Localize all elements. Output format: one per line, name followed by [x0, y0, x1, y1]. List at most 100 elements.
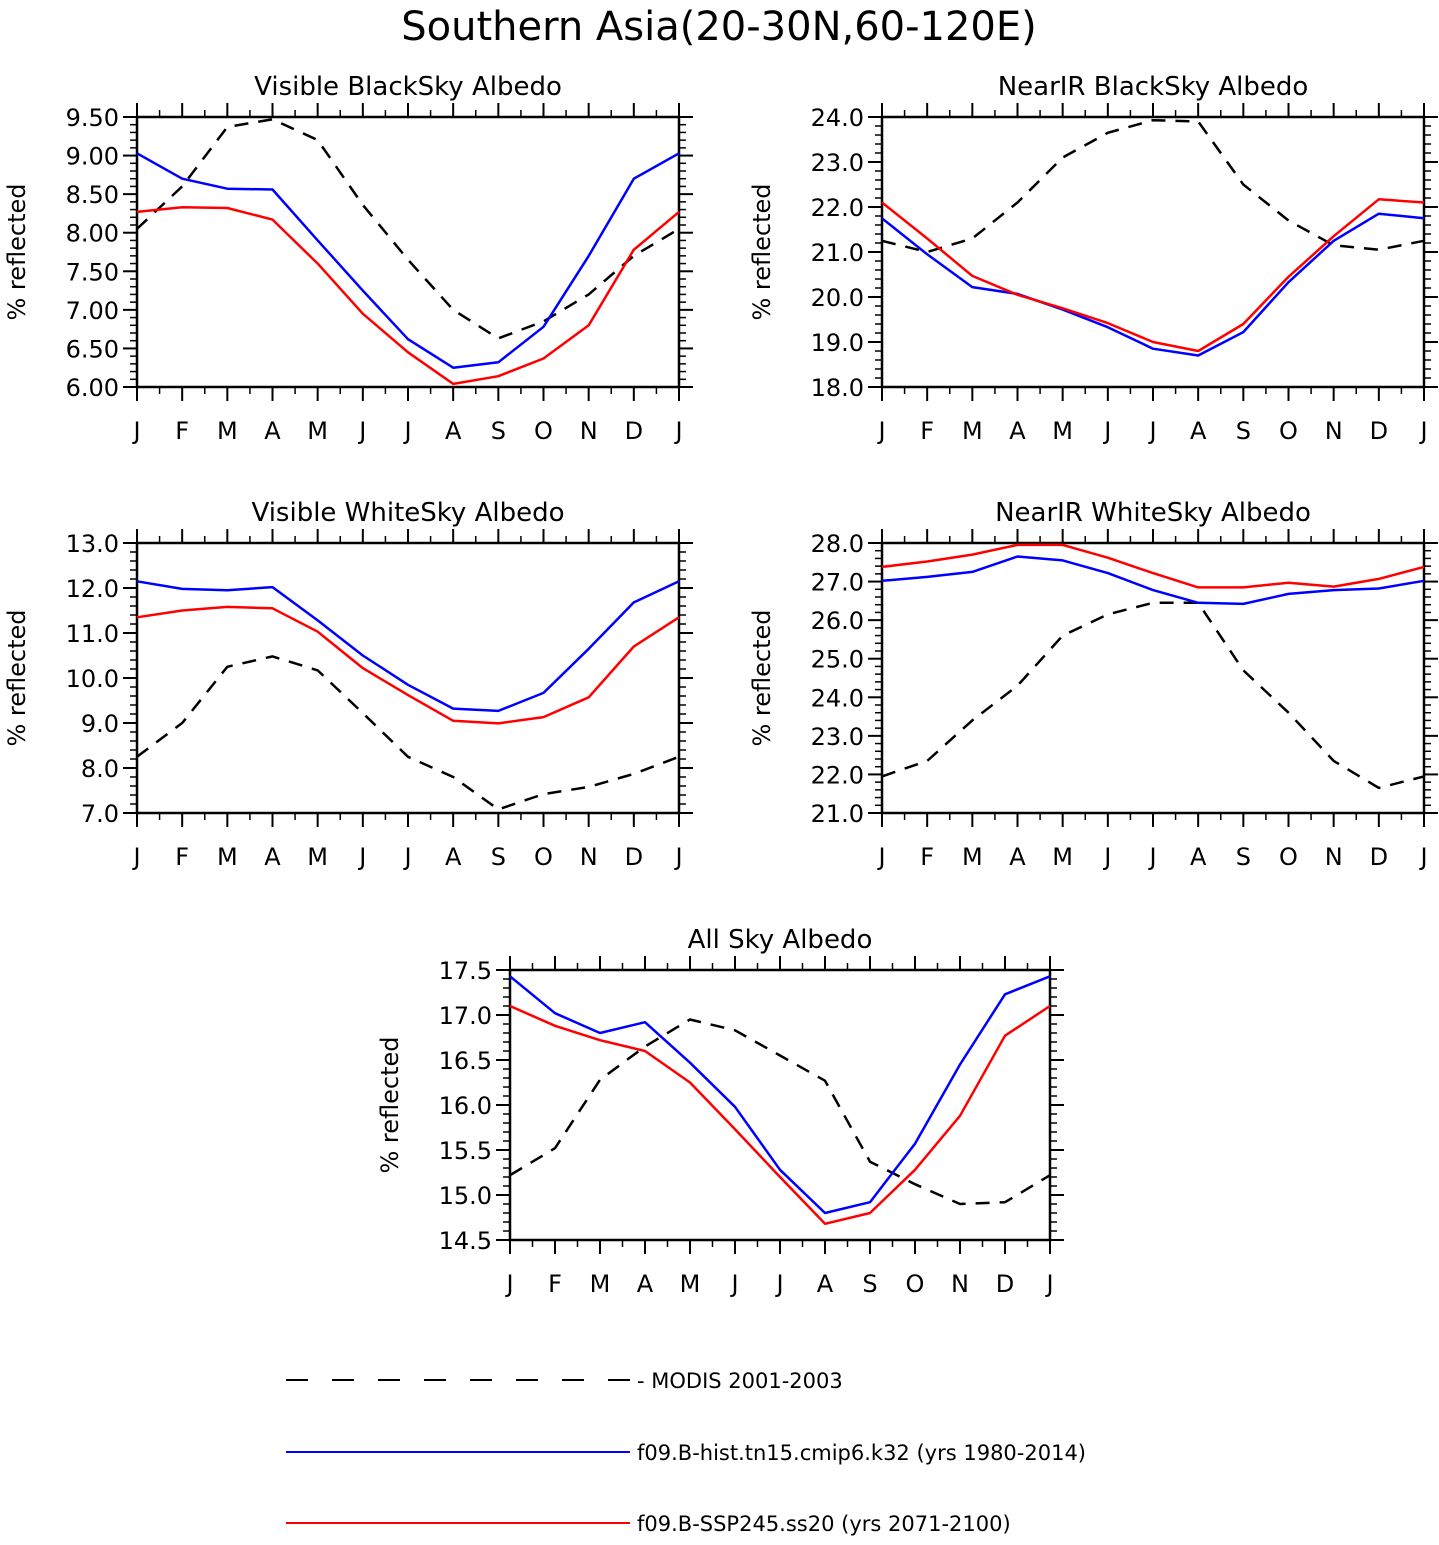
x-tick-label: J [673, 417, 682, 445]
x-tick-label: S [862, 1270, 877, 1298]
x-tick-label: J [504, 1270, 513, 1298]
plot-frame [880, 115, 1426, 389]
y-tick-label: 22.0 [811, 194, 864, 222]
x-tick-label: J [673, 843, 682, 871]
x-tick-label: M [680, 1270, 701, 1298]
x-tick-label: J [1102, 843, 1111, 871]
y-tick-label: 11.0 [66, 620, 119, 648]
y-tick-label: 21.0 [811, 800, 864, 828]
x-tick-label: S [1236, 843, 1251, 871]
x-tick-label: A [264, 843, 281, 871]
x-tick-label: N [580, 417, 598, 445]
x-tick-label: J [357, 417, 366, 445]
x-tick-label: J [729, 1270, 738, 1298]
y-tick-label: 10.0 [66, 665, 119, 693]
y-axis-label: % reflected [748, 609, 776, 746]
series-line-2 [136, 152, 680, 369]
legend-label: f09.B-hist.tn15.cmip6.k32 (yrs 1980-2014… [637, 1441, 1086, 1465]
series-line-1 [136, 118, 680, 340]
y-tick-label: 21.0 [811, 239, 864, 267]
y-tick-label: 15.5 [439, 1137, 492, 1165]
legend-item-1: - MODIS 2001-2003 [286, 1369, 843, 1393]
x-tick-label: F [920, 417, 934, 445]
legend-label: f09.B-SSP245.ss20 (yrs 2071-2100) [637, 1512, 1011, 1536]
y-tick-label: 18.0 [811, 374, 864, 402]
y-tick-label: 14.5 [439, 1227, 492, 1255]
y-tick-label: 9.0 [81, 710, 119, 738]
y-tick-label: 17.0 [439, 1002, 492, 1030]
series-line-3 [136, 206, 680, 386]
series-line-1 [881, 118, 1425, 254]
x-tick-label: M [962, 843, 983, 871]
y-tick-label: 7.00 [66, 297, 119, 325]
x-tick-label: M [307, 843, 328, 871]
x-tick-label: A [445, 843, 462, 871]
x-tick-label: J [1147, 843, 1156, 871]
y-tick-label: 23.0 [811, 149, 864, 177]
x-tick-label: N [580, 843, 598, 871]
x-tick-label: J [1418, 417, 1427, 445]
y-tick-label: 28.0 [811, 530, 864, 558]
x-tick-label: S [491, 843, 506, 871]
x-tick-label: A [1009, 417, 1026, 445]
x-tick-label: J [402, 417, 411, 445]
x-tick-label: S [491, 417, 506, 445]
x-tick-label: O [534, 417, 553, 445]
x-tick-label: S [1236, 417, 1251, 445]
y-axis-label: % reflected [376, 1036, 404, 1173]
y-axis-label: % reflected [3, 609, 31, 746]
legend: - MODIS 2001-2003 f09.B-hist.tn15.cmip6.k… [286, 1369, 1086, 1536]
x-tick-label: O [906, 1270, 925, 1298]
y-tick-label: 24.0 [811, 104, 864, 132]
y-tick-label: 9.00 [66, 143, 119, 171]
x-tick-label: F [175, 843, 189, 871]
x-tick-label: D [996, 1270, 1014, 1298]
x-tick-label: O [534, 843, 553, 871]
x-tick-label: A [637, 1270, 654, 1298]
series-line-2 [881, 212, 1425, 357]
x-tick-label: A [445, 417, 462, 445]
y-tick-label: 8.50 [66, 181, 119, 209]
y-tick-label: 8.0 [81, 755, 119, 783]
series-line-3 [509, 1004, 1051, 1226]
panel-title: Visible BlackSky Albedo [254, 72, 562, 102]
y-tick-label: 8.00 [66, 220, 119, 248]
y-tick-label: 13.0 [66, 530, 119, 558]
x-tick-label: J [357, 843, 366, 871]
plot-frame [508, 968, 1052, 1242]
x-tick-label: J [876, 843, 885, 871]
y-tick-label: 24.0 [811, 684, 864, 712]
x-tick-label: F [920, 843, 934, 871]
y-tick-label: 6.00 [66, 374, 119, 402]
y-tick-label: 6.50 [66, 335, 119, 363]
series-line-2 [509, 975, 1051, 1215]
x-tick-label: N [951, 1270, 969, 1298]
x-tick-label: F [548, 1270, 562, 1298]
y-tick-label: 7.50 [66, 258, 119, 286]
figure-title: Southern Asia(20-30N,60-120E) [401, 4, 1037, 50]
x-tick-label: O [1279, 417, 1298, 445]
x-tick-label: J [402, 843, 411, 871]
y-axis-label: % reflected [748, 183, 776, 320]
legend-item-3: f09.B-SSP245.ss20 (yrs 2071-2100) [286, 1512, 1011, 1536]
y-tick-label: 12.0 [66, 575, 119, 603]
x-tick-label: D [1370, 843, 1388, 871]
x-tick-label: J [1102, 417, 1111, 445]
series-line-3 [136, 605, 680, 725]
panel-title: NearIR WhiteSky Albedo [995, 498, 1311, 528]
x-tick-label: O [1279, 843, 1298, 871]
x-tick-label: J [1147, 417, 1156, 445]
series-line-2 [881, 555, 1425, 606]
series-line-1 [509, 1018, 1051, 1206]
y-tick-label: 17.5 [439, 957, 492, 985]
x-tick-label: J [1044, 1270, 1053, 1298]
plot-frame [135, 115, 681, 389]
y-tick-label: 27.0 [811, 569, 864, 597]
series-line-2 [136, 580, 680, 713]
y-tick-label: 26.0 [811, 607, 864, 635]
y-axis-label: % reflected [3, 183, 31, 320]
panel-title: NearIR BlackSky Albedo [998, 72, 1309, 102]
